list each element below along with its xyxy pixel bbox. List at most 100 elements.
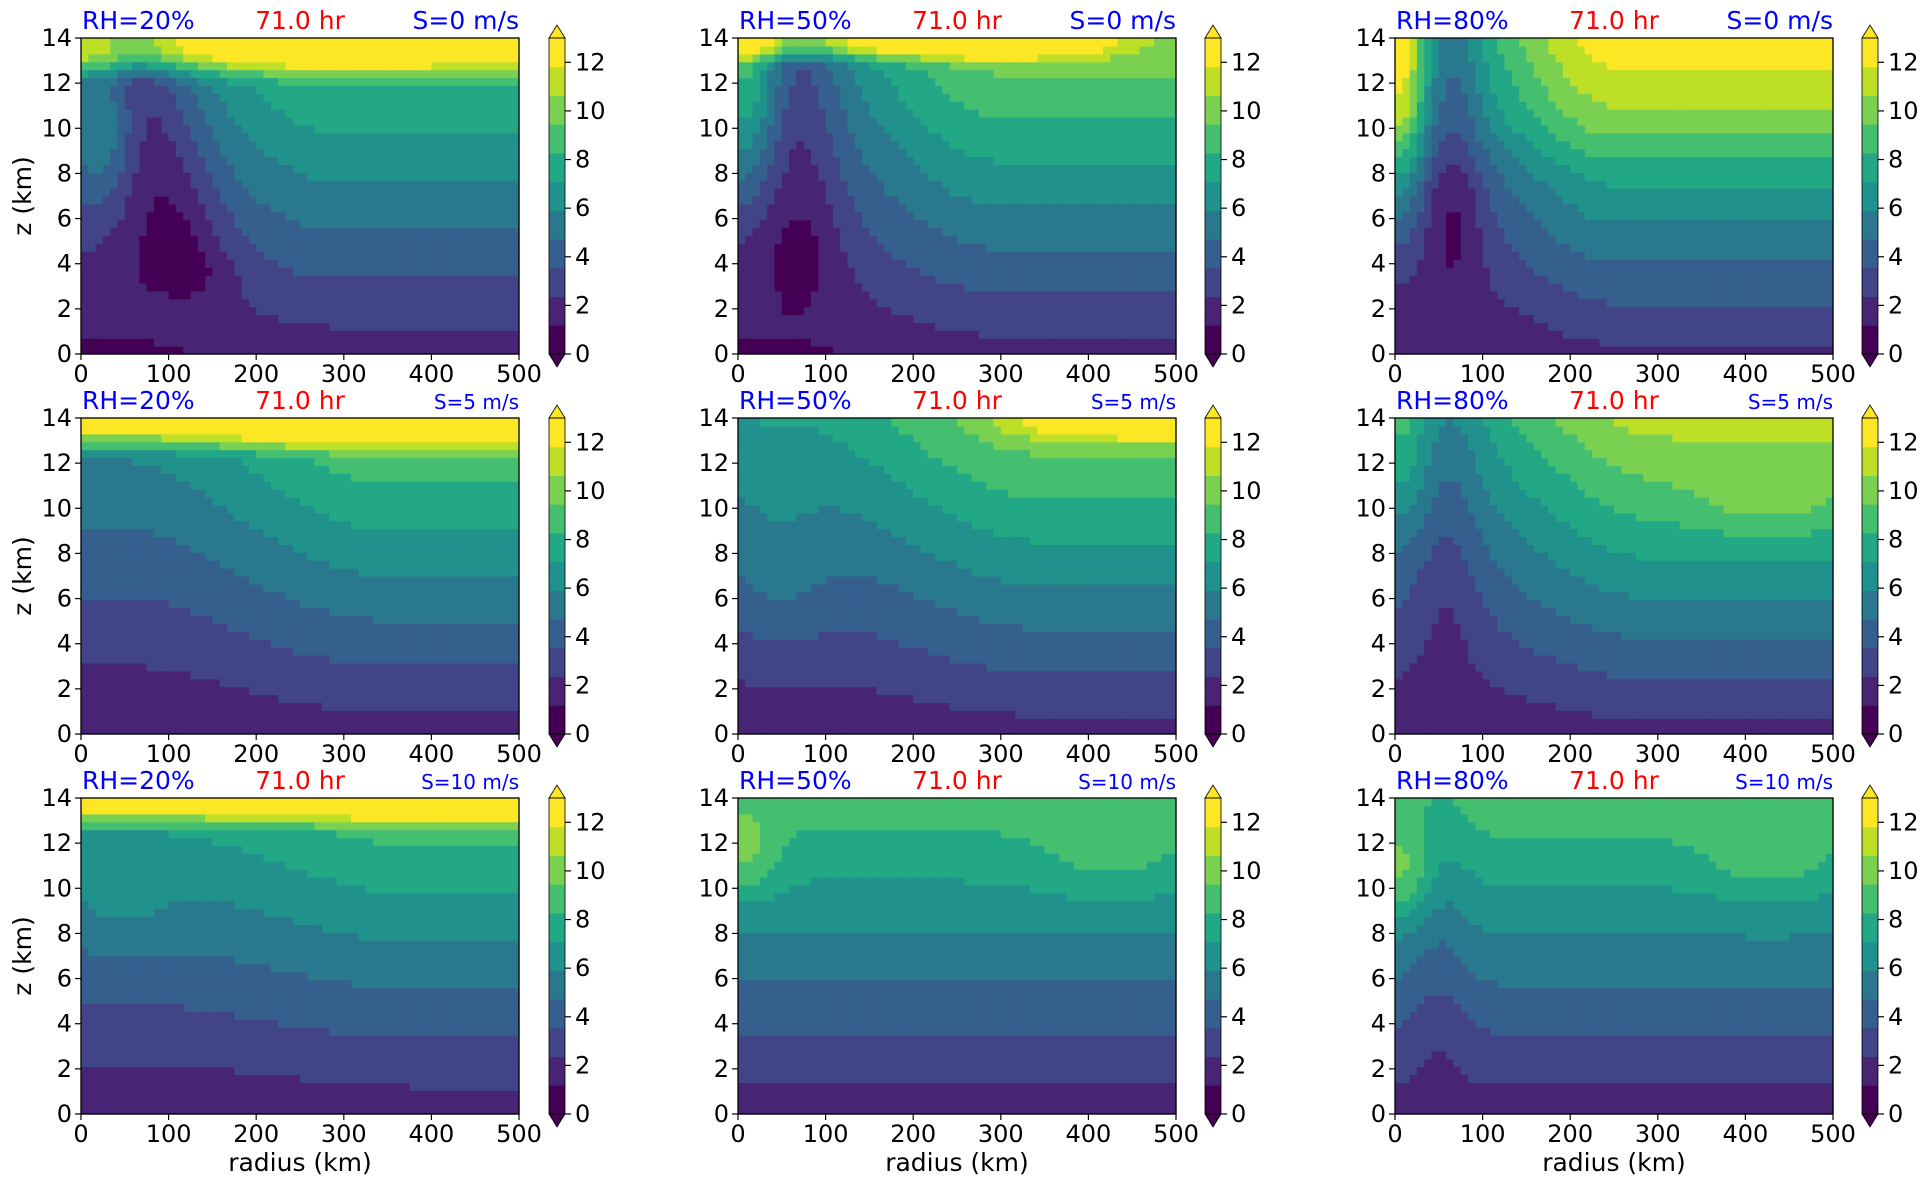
contour-cell	[899, 101, 907, 110]
contour-cell	[468, 78, 476, 87]
contour-cell	[322, 220, 330, 229]
contour-cell	[81, 54, 89, 63]
contour-cell	[775, 149, 783, 158]
contour-cell	[950, 322, 958, 331]
contour-cell	[278, 275, 286, 284]
contour-cell	[220, 133, 228, 142]
contour-cell	[869, 228, 877, 237]
contour-cell	[118, 251, 126, 259]
contour-cell	[183, 141, 191, 150]
contour-cell	[446, 133, 454, 142]
contour-cell	[972, 330, 980, 339]
contour-cell	[942, 330, 950, 339]
contour-cell	[249, 299, 257, 308]
contour-cell	[351, 299, 359, 308]
contour-cell	[307, 283, 315, 292]
contour-cell	[789, 93, 797, 102]
contour-cell	[176, 346, 184, 355]
contour-cell	[205, 149, 213, 158]
contour-cell	[789, 141, 797, 150]
contour-cell	[147, 291, 155, 300]
contour-cell	[315, 101, 323, 110]
contour-cell	[1074, 283, 1082, 292]
contour-cell	[410, 149, 418, 158]
contour-cell	[96, 204, 104, 213]
contour-cell	[994, 54, 1002, 63]
contour-cell	[1023, 236, 1031, 245]
contour-cell	[103, 62, 111, 70]
contour-cell	[789, 54, 797, 63]
contour-cell	[322, 188, 330, 197]
contour-cell	[826, 62, 834, 70]
contour-cell	[811, 70, 819, 79]
contour-cell	[862, 70, 870, 79]
contour-cell	[125, 93, 133, 102]
contour-cell	[1132, 188, 1140, 197]
contour-cell	[147, 283, 155, 292]
contour-cell	[782, 101, 790, 110]
contour-cell	[1709, 346, 1717, 355]
contour-cell	[1008, 346, 1016, 355]
contour-cell	[1125, 157, 1133, 166]
contour-cell	[183, 220, 191, 229]
contour-cell	[1037, 149, 1045, 158]
contour-cell	[307, 109, 315, 118]
contour-cell	[1147, 38, 1155, 47]
contour-cell	[307, 330, 315, 339]
contour-cell	[110, 149, 118, 158]
contour-cell	[957, 188, 965, 197]
contour-cell	[1030, 196, 1038, 205]
contour-cell	[884, 236, 892, 245]
contour-cell	[278, 172, 286, 181]
contour-cell	[366, 117, 374, 126]
contour-cell	[1037, 275, 1045, 284]
contour-cell	[1132, 283, 1140, 292]
contour-cell	[176, 212, 184, 221]
contour-cell	[191, 70, 199, 79]
contour-cell	[1067, 117, 1075, 126]
contour-cell	[994, 133, 1002, 142]
contour-cell	[358, 93, 366, 102]
contour-cell	[840, 267, 848, 276]
contour-cell	[256, 133, 264, 142]
contour-cell	[176, 236, 184, 245]
contour-cell	[1804, 346, 1812, 355]
contour-cell	[439, 164, 447, 173]
contour-cell	[1103, 251, 1111, 259]
contour-cell	[1001, 315, 1009, 324]
contour-cell	[461, 299, 469, 308]
contour-cell	[950, 54, 958, 63]
contour-cell	[1030, 38, 1038, 47]
contour-cell	[789, 346, 797, 355]
contour-cell	[899, 54, 907, 63]
contour-cell	[242, 259, 250, 268]
contour-cell	[504, 38, 512, 47]
contour-cell	[1081, 267, 1089, 276]
contour-cell	[183, 307, 191, 316]
contour-cell	[388, 54, 396, 63]
contour-cell	[475, 228, 483, 237]
contour-cell	[753, 338, 761, 347]
contour-cell	[1059, 101, 1067, 110]
contour-cell	[877, 38, 885, 47]
contour-cell	[132, 62, 140, 70]
colorbar-tick-label: 0	[1231, 340, 1246, 368]
contour-cell	[351, 54, 359, 63]
contour-cell	[1154, 46, 1162, 55]
contour-cell	[913, 259, 921, 268]
contour-cell	[373, 172, 381, 181]
contour-cell	[264, 307, 272, 316]
contour-cell	[293, 46, 301, 55]
contour-cell	[417, 54, 425, 63]
contour-cell	[1103, 85, 1111, 94]
contour-cell	[957, 322, 965, 331]
contour-cell	[198, 85, 206, 94]
contour-cell	[1074, 338, 1082, 347]
contour-cell	[1453, 338, 1461, 347]
contour-cell	[840, 85, 848, 94]
contour-cell	[826, 54, 834, 63]
contour-cell	[1096, 85, 1104, 94]
contour-cell	[1059, 330, 1067, 339]
contour-cell	[760, 315, 768, 324]
contour-cell	[490, 322, 498, 331]
